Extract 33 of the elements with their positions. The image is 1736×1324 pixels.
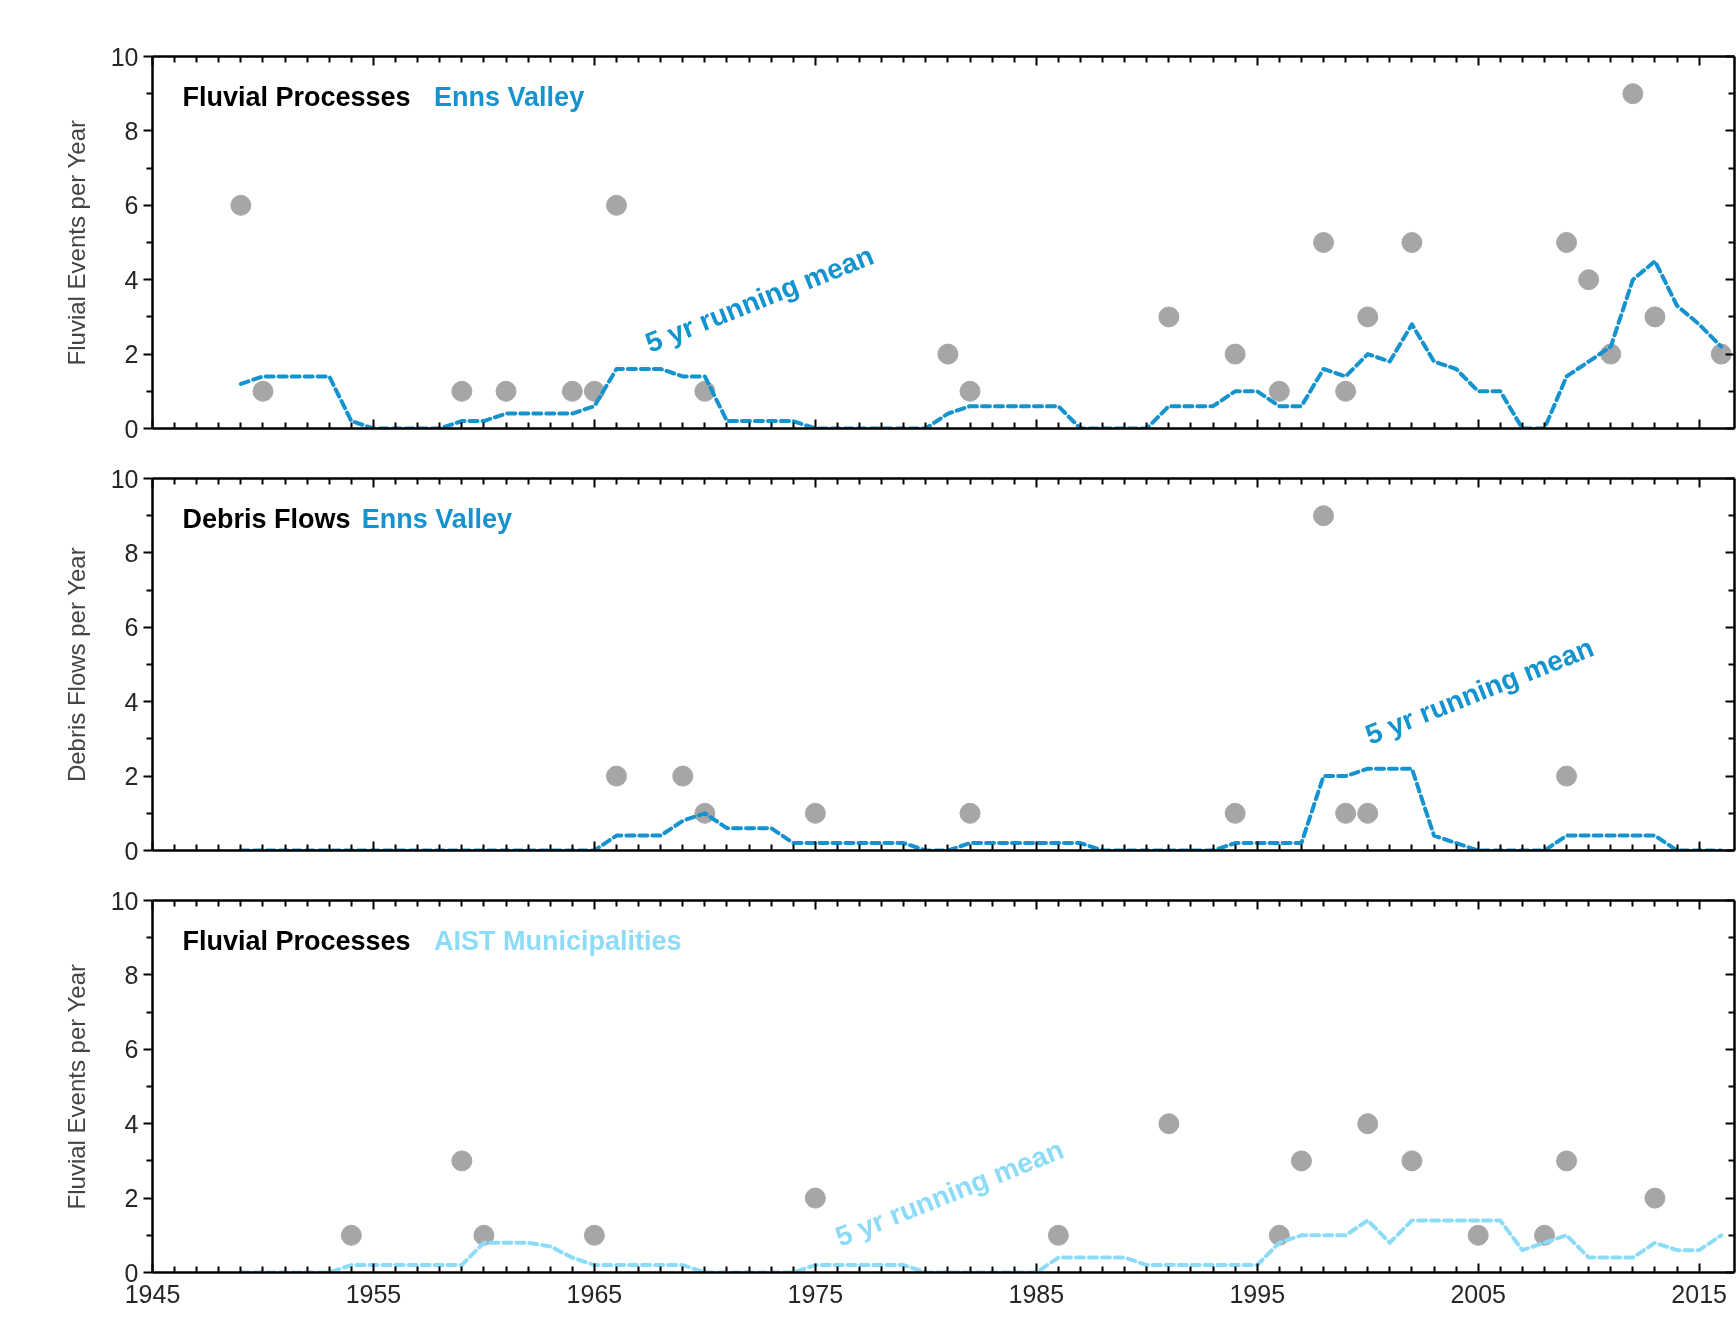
y-tick-label: 4: [124, 1109, 139, 1138]
y-tick-label: 2: [124, 1184, 139, 1213]
x-tick-label: 2005: [1450, 1279, 1507, 1308]
y-tick-label: 4: [124, 687, 139, 716]
x-tick-label: 2015: [1671, 1279, 1727, 1308]
y-tick-label: 8: [124, 960, 139, 989]
x-tick-label: 1955: [345, 1279, 402, 1308]
y-tick-label: 6: [124, 191, 139, 220]
y-tick-label: 8: [124, 538, 139, 567]
x-tick-label: 1975: [787, 1279, 844, 1308]
text: Fluvial Processes: [182, 925, 411, 956]
x-tick-label: 1995: [1229, 1279, 1286, 1308]
x-tick-label: 1985: [1008, 1279, 1065, 1308]
text: Enns Valley: [361, 503, 512, 534]
y-tick-label: 10: [110, 42, 139, 71]
text: Enns Valley: [434, 81, 585, 112]
y-tick-label: 2: [124, 340, 139, 369]
text: AIST Municipalities: [434, 925, 682, 956]
y-tick-label: 10: [110, 464, 139, 493]
y-tick-label: 4: [124, 265, 139, 294]
y-tick-label: 6: [124, 613, 139, 642]
y-tick-label: 2: [124, 762, 139, 791]
y-axis-title: Fluvial Events per Year: [62, 963, 90, 1210]
y-axis-title: Fluvial Events per Year: [62, 119, 90, 366]
y-tick-label: 8: [124, 116, 139, 145]
y-tick-label: 0: [124, 414, 139, 443]
y-tick-label: 6: [124, 1035, 139, 1064]
text: Debris Flows: [182, 503, 351, 534]
y-tick-label: 0: [124, 836, 139, 865]
y-axis-title: Debris Flows per Year: [62, 547, 90, 783]
y-tick-label: 10: [110, 886, 139, 915]
x-tick-label: 1965: [566, 1279, 623, 1308]
text: Fluvial Processes: [182, 81, 411, 112]
